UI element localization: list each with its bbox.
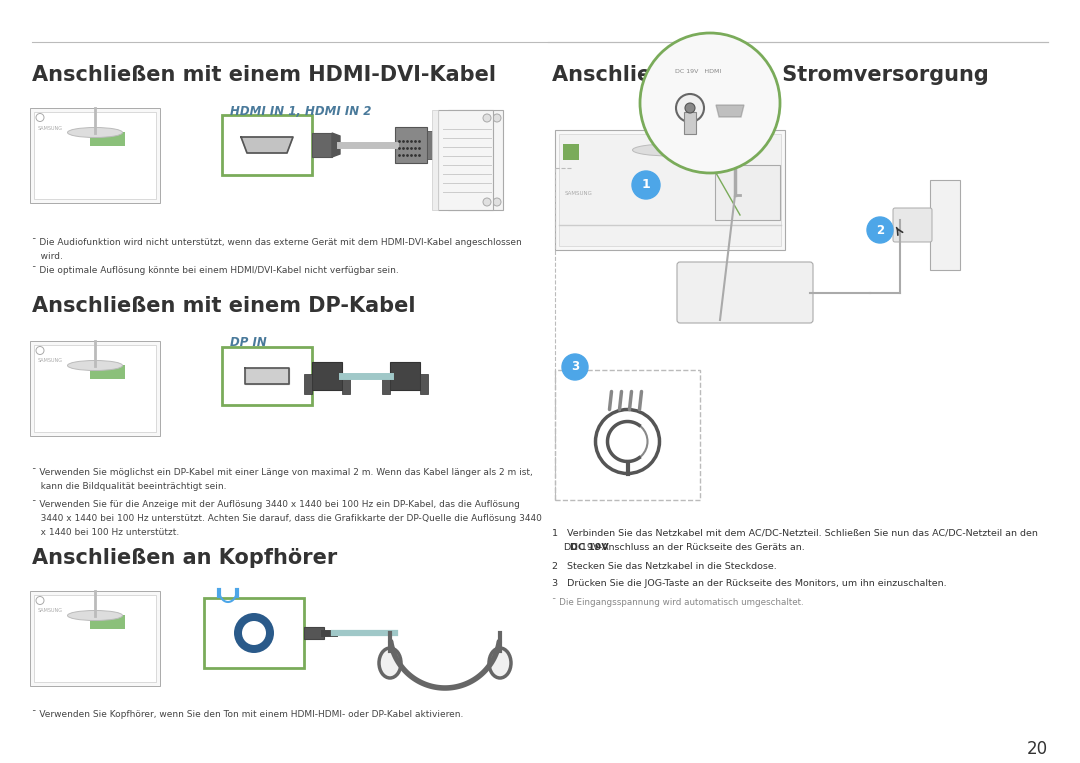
Circle shape [492, 198, 501, 206]
Text: Anschließen mit einem HDMI-DVI-Kabel: Anschließen mit einem HDMI-DVI-Kabel [32, 65, 496, 85]
Circle shape [607, 421, 648, 462]
FancyBboxPatch shape [90, 614, 125, 629]
Text: 1   Verbinden Sie das Netzkabel mit dem AC/DC-Netzteil. Schließen Sie nun das AC: 1 Verbinden Sie das Netzkabel mit dem AC… [552, 528, 1038, 537]
Circle shape [483, 198, 491, 206]
FancyBboxPatch shape [382, 374, 390, 394]
Text: DC 19V   HDMI: DC 19V HDMI [675, 69, 721, 74]
Text: 1: 1 [642, 179, 650, 192]
Text: SAMSUNG: SAMSUNG [38, 359, 63, 363]
FancyBboxPatch shape [395, 127, 427, 163]
Text: SAMSUNG: SAMSUNG [38, 125, 63, 130]
Circle shape [640, 33, 780, 173]
Text: Anschließen an Kopfhörer: Anschließen an Kopfhörer [32, 548, 337, 568]
FancyBboxPatch shape [930, 180, 960, 270]
Ellipse shape [633, 144, 707, 156]
FancyBboxPatch shape [684, 112, 696, 134]
Ellipse shape [67, 610, 122, 620]
Text: SAMSUNG: SAMSUNG [38, 609, 63, 613]
Ellipse shape [489, 648, 511, 678]
FancyBboxPatch shape [432, 110, 438, 210]
Circle shape [595, 410, 660, 474]
FancyBboxPatch shape [563, 144, 579, 160]
Circle shape [632, 171, 660, 199]
Circle shape [36, 597, 44, 604]
FancyBboxPatch shape [559, 134, 781, 246]
Text: ¯ Die Eingangsspannung wird automatisch umgeschaltet.: ¯ Die Eingangsspannung wird automatisch … [552, 598, 804, 607]
FancyBboxPatch shape [893, 208, 932, 242]
Text: 2: 2 [876, 224, 885, 237]
Ellipse shape [67, 360, 122, 371]
FancyBboxPatch shape [312, 362, 342, 390]
Text: HDMI IN 1, HDMI IN 2: HDMI IN 1, HDMI IN 2 [230, 105, 372, 118]
Text: 3440 x 1440 bei 100 Hz unterstützt. Achten Sie darauf, dass die Grafikkarte der : 3440 x 1440 bei 100 Hz unterstützt. Acht… [32, 514, 542, 523]
Text: SAMSUNG: SAMSUNG [565, 191, 593, 196]
FancyBboxPatch shape [33, 111, 156, 198]
Text: ¯ Verwenden Sie Kopfhörer, wenn Sie den Ton mit einem HDMI-HDMI- oder DP-Kabel a: ¯ Verwenden Sie Kopfhörer, wenn Sie den … [32, 710, 463, 719]
Circle shape [36, 114, 44, 121]
Text: kann die Bildqualität beeinträchtigt sein.: kann die Bildqualität beeinträchtigt sei… [32, 482, 227, 491]
Text: Anschließen an die Stromversorgung: Anschließen an die Stromversorgung [552, 65, 989, 85]
FancyBboxPatch shape [555, 130, 785, 250]
Circle shape [492, 114, 501, 122]
Ellipse shape [67, 127, 122, 137]
FancyBboxPatch shape [342, 374, 350, 394]
FancyBboxPatch shape [303, 627, 324, 639]
FancyBboxPatch shape [420, 374, 428, 394]
FancyBboxPatch shape [222, 115, 312, 175]
Text: DC 19V: DC 19V [569, 543, 608, 552]
Text: ¯ Die optimale Auflösung könnte bei einem HDMI/DVI-Kabel nicht verfügbar sein.: ¯ Die optimale Auflösung könnte bei eine… [32, 266, 399, 275]
Polygon shape [245, 368, 289, 384]
Circle shape [867, 217, 893, 243]
FancyBboxPatch shape [677, 262, 813, 323]
Text: wird.: wird. [32, 252, 63, 261]
Text: Anschließen mit einem DP-Kabel: Anschließen mit einem DP-Kabel [32, 296, 416, 316]
FancyBboxPatch shape [222, 347, 312, 405]
FancyBboxPatch shape [312, 133, 332, 157]
Circle shape [242, 621, 266, 645]
Circle shape [483, 114, 491, 122]
Polygon shape [332, 133, 340, 157]
FancyBboxPatch shape [715, 165, 780, 220]
FancyBboxPatch shape [30, 591, 160, 685]
Text: DC 19V-Anschluss an der Rückseite des Geräts an.: DC 19V-Anschluss an der Rückseite des Ge… [552, 543, 805, 552]
Polygon shape [716, 105, 744, 117]
Polygon shape [241, 137, 293, 153]
FancyBboxPatch shape [90, 131, 125, 146]
FancyBboxPatch shape [442, 110, 448, 210]
FancyBboxPatch shape [33, 345, 156, 432]
FancyBboxPatch shape [30, 340, 160, 436]
Circle shape [562, 354, 588, 380]
Text: x 1440 bei 100 Hz unterstützt.: x 1440 bei 100 Hz unterstützt. [32, 528, 179, 537]
Text: ¯ Die Audiofunktion wird nicht unterstützt, wenn das externe Gerät mit dem HDMI-: ¯ Die Audiofunktion wird nicht unterstüt… [32, 238, 522, 247]
Circle shape [36, 346, 44, 355]
FancyBboxPatch shape [30, 108, 160, 202]
Ellipse shape [379, 648, 401, 678]
Text: 3: 3 [571, 360, 579, 374]
Text: 3   Drücken Sie die JOG-Taste an der Rückseite des Monitors, um ihn einzuschalte: 3 Drücken Sie die JOG-Taste an der Rücks… [552, 579, 947, 588]
FancyBboxPatch shape [204, 598, 303, 668]
Text: DP IN: DP IN [230, 336, 267, 349]
FancyBboxPatch shape [555, 370, 700, 500]
FancyBboxPatch shape [427, 131, 437, 159]
FancyBboxPatch shape [438, 110, 492, 210]
Text: 20: 20 [1027, 740, 1048, 758]
Circle shape [685, 103, 696, 113]
Circle shape [234, 613, 274, 653]
Text: ¯ Verwenden Sie möglichst ein DP-Kabel mit einer Länge von maximal 2 m. Wenn das: ¯ Verwenden Sie möglichst ein DP-Kabel m… [32, 468, 532, 477]
FancyBboxPatch shape [90, 365, 125, 378]
FancyBboxPatch shape [448, 110, 503, 210]
FancyBboxPatch shape [303, 374, 312, 394]
FancyBboxPatch shape [390, 362, 420, 390]
Circle shape [676, 94, 704, 122]
Text: ¯ Verwenden Sie für die Anzeige mit der Auflösung 3440 x 1440 bei 100 Hz ein DP-: ¯ Verwenden Sie für die Anzeige mit der … [32, 500, 519, 509]
FancyBboxPatch shape [33, 594, 156, 681]
Text: 2   Stecken Sie das Netzkabel in die Steckdose.: 2 Stecken Sie das Netzkabel in die Steck… [552, 562, 777, 571]
